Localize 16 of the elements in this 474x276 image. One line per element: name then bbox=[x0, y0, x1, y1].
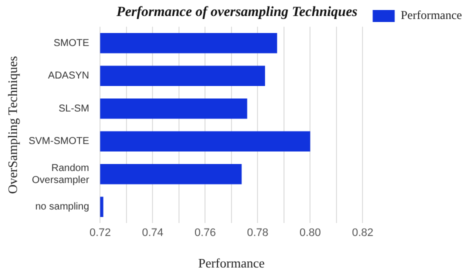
y-tick-label: no sampling bbox=[35, 202, 90, 213]
y-axis-title: OverSampling Techniques bbox=[5, 56, 20, 194]
x-tick-label: 0.82 bbox=[352, 226, 374, 239]
x-tick-label: 0.80 bbox=[299, 226, 321, 239]
chart-title: Performance of oversampling Techniques bbox=[116, 5, 358, 20]
y-tick-label: SL-SM bbox=[58, 103, 90, 114]
y-tick-label: Random Oversampler bbox=[32, 162, 90, 186]
y-tick-label: SMOTE bbox=[54, 38, 90, 49]
x-tick-label: 0.74 bbox=[142, 226, 164, 239]
y-tick-label: ADASYN bbox=[48, 70, 90, 82]
x-tick-label: 0.72 bbox=[89, 226, 111, 239]
y-tick-label: SVM-SMOTE bbox=[28, 136, 90, 148]
x-axis-title: Performance bbox=[198, 256, 265, 271]
x-tick-label: 0.78 bbox=[246, 226, 268, 239]
legend-label: Performance bbox=[400, 8, 462, 22]
x-tick-label: 0.76 bbox=[194, 226, 216, 239]
